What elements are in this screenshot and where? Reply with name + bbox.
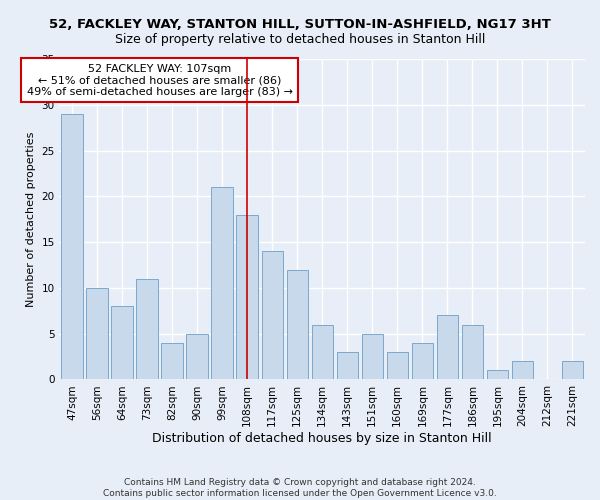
Text: 52, FACKLEY WAY, STANTON HILL, SUTTON-IN-ASHFIELD, NG17 3HT: 52, FACKLEY WAY, STANTON HILL, SUTTON-IN… [49, 18, 551, 30]
Bar [262, 252, 283, 380]
Bar [236, 214, 258, 380]
Bar [437, 316, 458, 380]
Bar [562, 361, 583, 380]
Bar [187, 334, 208, 380]
Bar [136, 278, 158, 380]
Bar [512, 361, 533, 380]
Text: Size of property relative to detached houses in Stanton Hill: Size of property relative to detached ho… [115, 32, 485, 46]
Text: Contains HM Land Registry data © Crown copyright and database right 2024.
Contai: Contains HM Land Registry data © Crown c… [103, 478, 497, 498]
Bar [311, 324, 333, 380]
Bar [487, 370, 508, 380]
Text: 52 FACKLEY WAY: 107sqm
← 51% of detached houses are smaller (86)
49% of semi-det: 52 FACKLEY WAY: 107sqm ← 51% of detached… [26, 64, 293, 97]
Bar [61, 114, 83, 380]
Bar [211, 187, 233, 380]
Bar [362, 334, 383, 380]
Bar [412, 343, 433, 380]
Bar [112, 306, 133, 380]
Bar [287, 270, 308, 380]
Bar [386, 352, 408, 380]
Bar [161, 343, 182, 380]
Y-axis label: Number of detached properties: Number of detached properties [26, 132, 36, 307]
Bar [86, 288, 107, 380]
Bar [462, 324, 483, 380]
X-axis label: Distribution of detached houses by size in Stanton Hill: Distribution of detached houses by size … [152, 432, 492, 445]
Bar [337, 352, 358, 380]
